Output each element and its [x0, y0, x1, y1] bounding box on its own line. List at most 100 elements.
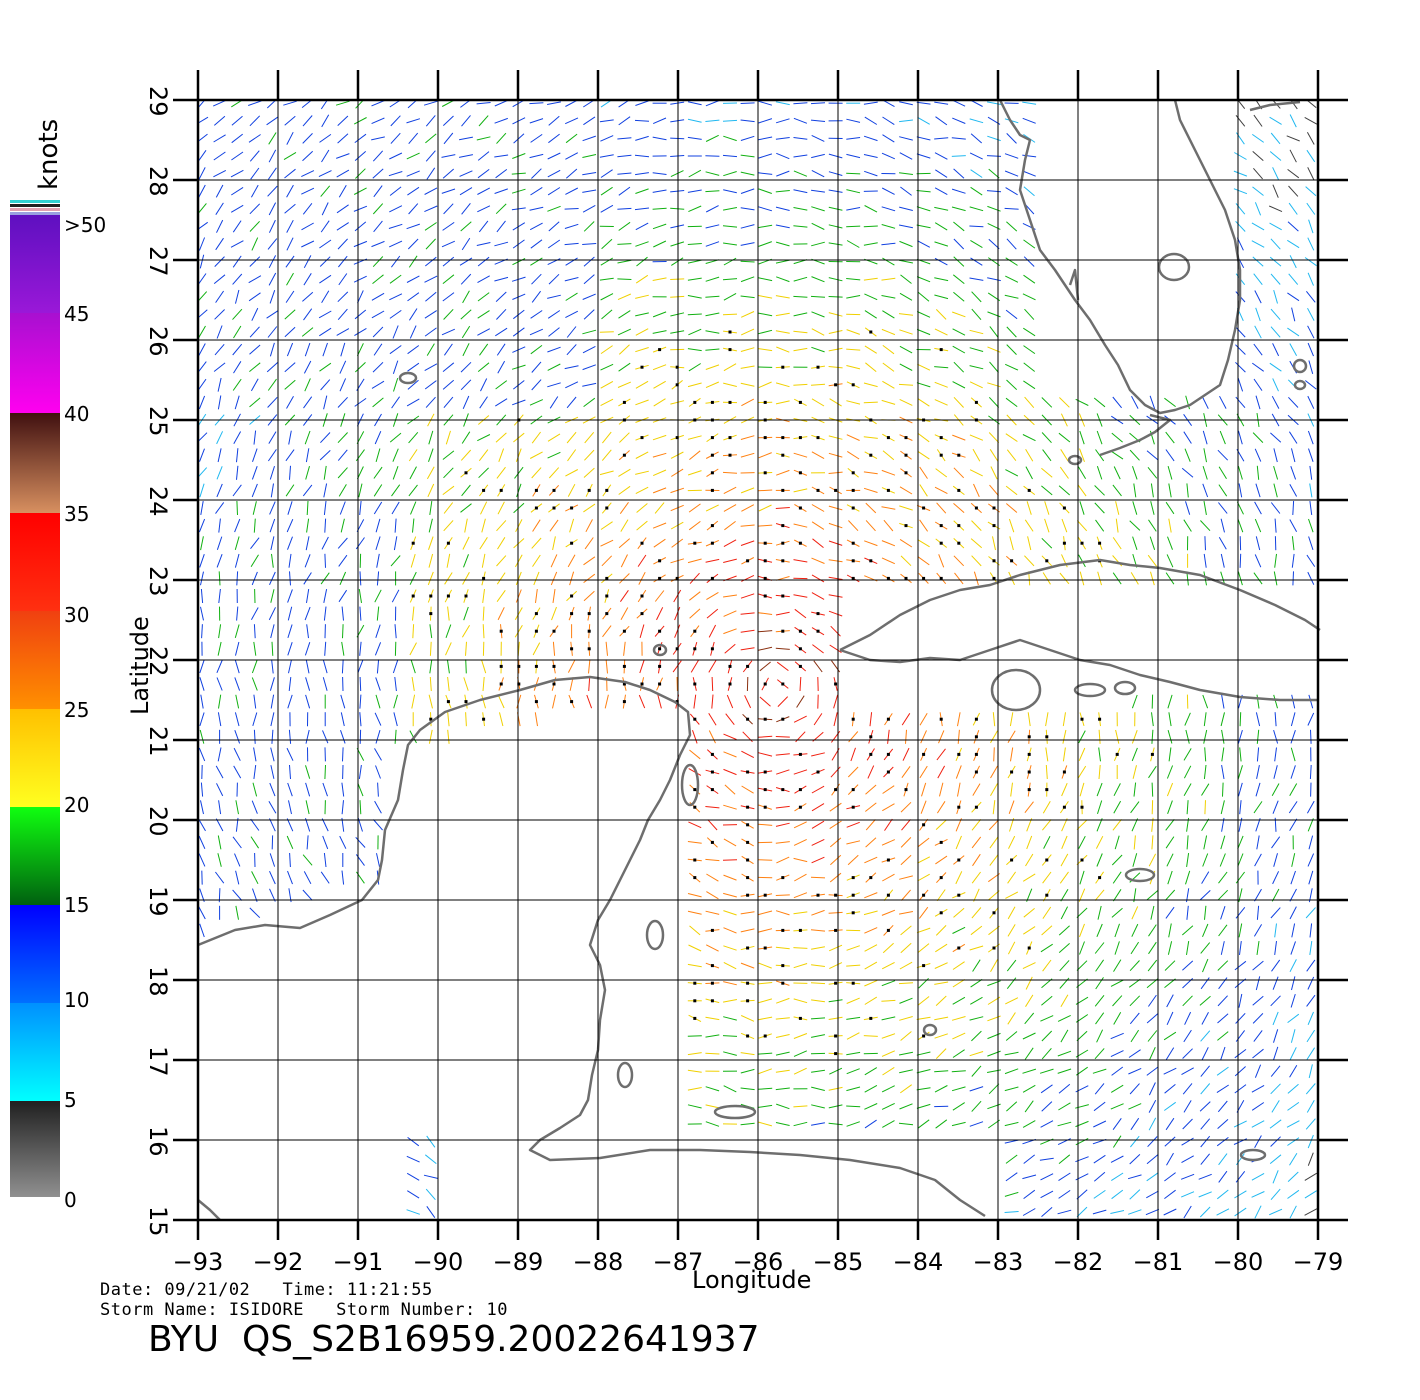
rain-flag	[781, 524, 785, 528]
wind-vector	[635, 312, 649, 317]
wind-vector	[992, 536, 996, 551]
wind-vector	[1255, 976, 1261, 991]
wind-vector	[1271, 888, 1280, 902]
wind-vector	[1233, 1120, 1247, 1128]
wind-vector	[337, 291, 349, 303]
wind-vector	[810, 1017, 826, 1020]
wind-vector	[828, 296, 843, 298]
wind-vector	[793, 963, 808, 969]
wind-vector	[1007, 871, 1017, 884]
wind-vector	[688, 944, 702, 952]
wind-vector	[305, 536, 310, 551]
wind-vector	[846, 172, 861, 175]
wind-vector	[478, 449, 489, 462]
wind-vector	[354, 327, 367, 337]
wind-vector	[304, 342, 311, 357]
wind-vector	[1044, 501, 1050, 515]
wind-vector	[1041, 397, 1053, 408]
wind-vector	[653, 240, 667, 248]
wind-vector	[251, 237, 259, 251]
wind-vector	[567, 483, 576, 497]
wind-vector	[236, 606, 239, 621]
wind-vector	[882, 450, 895, 461]
wind-vector	[515, 448, 522, 462]
wind-vector	[460, 309, 472, 320]
wind-vector	[1075, 1104, 1089, 1109]
rain-flag	[411, 541, 415, 545]
wind-vector	[1287, 239, 1300, 249]
rain-flag	[534, 629, 538, 633]
wind-vector	[934, 1085, 948, 1093]
rain-flag	[710, 964, 714, 968]
wind-vector	[1005, 1172, 1018, 1182]
wind-vector	[828, 505, 843, 511]
wind-vector	[586, 694, 593, 709]
wind-vector	[1076, 520, 1088, 532]
wind-vector	[1132, 501, 1138, 515]
rain-flag	[693, 682, 697, 686]
wind-vector	[304, 554, 311, 568]
wind-vector	[934, 366, 949, 369]
wind-vector	[1059, 960, 1070, 972]
wind-vector	[547, 310, 561, 319]
wind-vector	[1287, 1083, 1299, 1094]
wind-vector	[375, 677, 381, 691]
wind-vector	[336, 169, 350, 178]
wind-vector	[1233, 170, 1248, 177]
wind-vector	[775, 910, 790, 916]
wind-vector	[268, 800, 277, 814]
wind-vector	[1199, 1206, 1211, 1218]
wind-vector	[428, 729, 433, 744]
wind-vector	[529, 399, 544, 406]
wind-vector	[793, 594, 808, 598]
wind-vector	[236, 571, 239, 586]
wind-vector	[443, 203, 454, 215]
wind-vector	[882, 785, 895, 794]
wind-vector	[251, 483, 258, 498]
wind-vector	[1024, 1012, 1035, 1025]
wind-vector	[1310, 729, 1312, 744]
wind-vector	[547, 239, 561, 249]
wind-vector	[688, 169, 702, 178]
wind-vector	[828, 224, 843, 229]
rain-flag	[957, 858, 961, 862]
wind-vector	[1270, 907, 1281, 919]
rain-flag	[675, 436, 679, 440]
wind-vector	[793, 1033, 808, 1039]
wind-vector	[1039, 1068, 1054, 1074]
wind-vector	[582, 189, 597, 193]
wind-vector	[793, 523, 808, 528]
wind-vector	[269, 571, 276, 586]
rain-flag	[534, 506, 538, 510]
wind-vector	[1130, 1135, 1140, 1148]
wind-vector	[496, 572, 506, 585]
wind-vector	[408, 255, 418, 268]
lat-lon-grid	[197, 99, 1319, 1221]
wind-vector	[495, 203, 507, 215]
wind-vector	[425, 150, 436, 162]
wind-vector	[388, 171, 403, 177]
wind-vector	[670, 487, 685, 494]
wind-vector	[354, 133, 367, 144]
wind-vector	[811, 785, 825, 794]
wind-vector	[1271, 1100, 1280, 1113]
wind-vector	[479, 343, 489, 356]
wind-vector	[1271, 959, 1281, 972]
rain-flag	[710, 752, 714, 756]
wind-vector	[1290, 712, 1296, 727]
wind-vector	[1022, 962, 1036, 970]
wind-vector	[758, 118, 773, 124]
wind-vector	[302, 291, 314, 302]
wind-vector	[775, 805, 790, 809]
wind-vector	[250, 537, 260, 550]
wind-vector	[1307, 325, 1315, 339]
wind-vector	[374, 642, 382, 656]
wind-vector	[1062, 729, 1067, 744]
wind-vector	[828, 153, 843, 159]
wind-vector	[424, 222, 437, 231]
wind-vector	[1075, 1156, 1089, 1163]
wind-vector	[289, 764, 291, 780]
wind-vector	[1289, 888, 1297, 902]
wind-vector	[758, 1121, 773, 1127]
rain-flag	[710, 471, 714, 475]
